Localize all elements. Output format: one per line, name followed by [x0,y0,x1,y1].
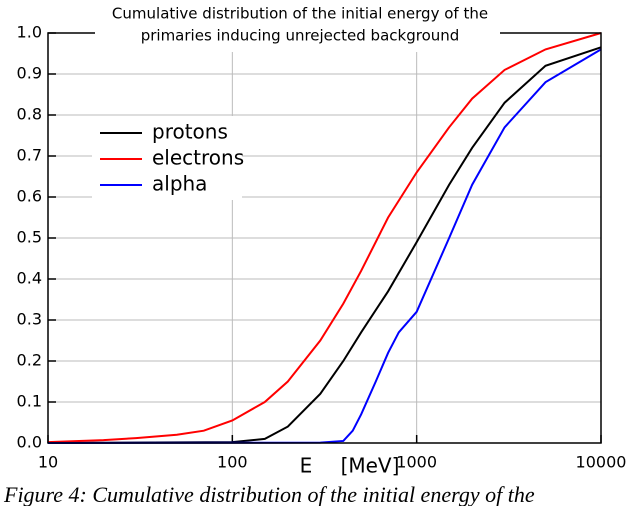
legend-label: protons [152,120,228,144]
y-tick-label: 0.4 [17,269,42,288]
x-tick-label: 10 [38,453,58,472]
chart-title: primaries inducing unrejected background [141,27,460,45]
figure-caption: Figure 4: Cumulative distribution of the… [3,482,535,506]
x-tick-label: 10000 [576,453,626,472]
title-background [95,2,500,52]
y-tick-label: 0.7 [17,146,42,165]
y-tick-label: 0.2 [17,351,42,370]
y-tick-label: 0.6 [17,187,42,206]
series-line [47,48,602,444]
x-tick-label: 1000 [396,453,437,472]
legend-label: alpha [152,172,207,196]
legend-label: electrons [152,146,244,170]
chart-title: Cumulative distribution of the initial e… [112,5,488,23]
series-line [47,46,602,444]
x-tick-label: 100 [217,453,248,472]
y-tick-label: 0.5 [17,228,42,247]
series-line [47,32,602,444]
y-tick-label: 0.3 [17,310,42,329]
y-tick-label: 0.8 [17,105,42,124]
y-tick-label: 0.9 [17,64,42,83]
y-tick-label: 0.0 [17,433,42,452]
x-axis-unit: [MeV] [341,454,400,478]
y-tick-label: 0.1 [17,392,42,411]
x-axis-label: E [300,454,313,478]
y-tick-label: 1.0 [17,23,42,42]
